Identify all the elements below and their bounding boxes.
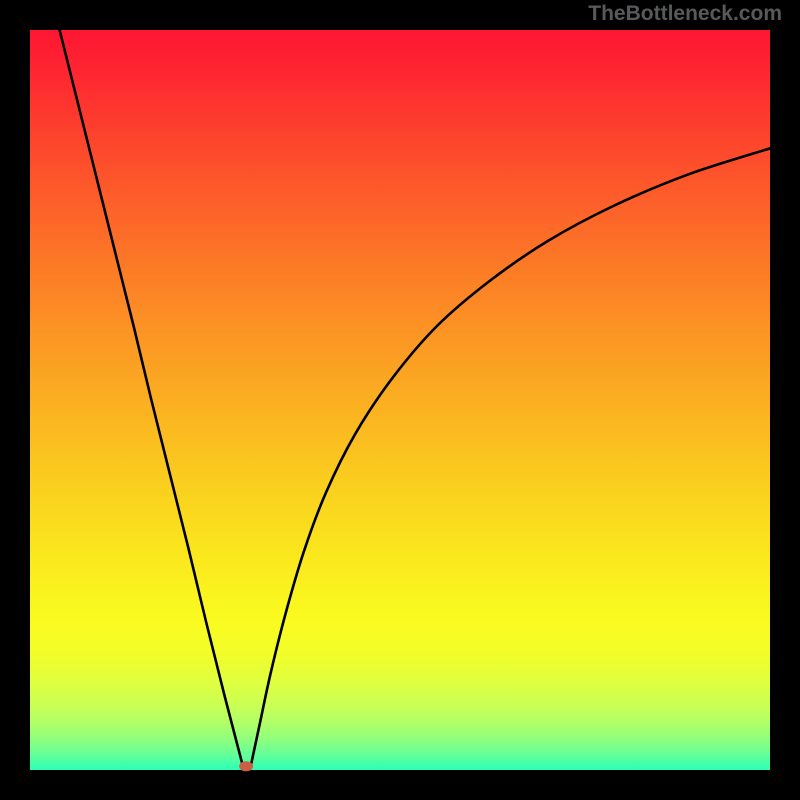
chart-svg bbox=[0, 0, 800, 800]
watermark-text: TheBottleneck.com bbox=[588, 2, 782, 26]
chart-container: { "watermark": { "text": "TheBottleneck.… bbox=[0, 0, 800, 800]
minimum-marker bbox=[239, 761, 253, 771]
plot-background bbox=[30, 30, 770, 770]
